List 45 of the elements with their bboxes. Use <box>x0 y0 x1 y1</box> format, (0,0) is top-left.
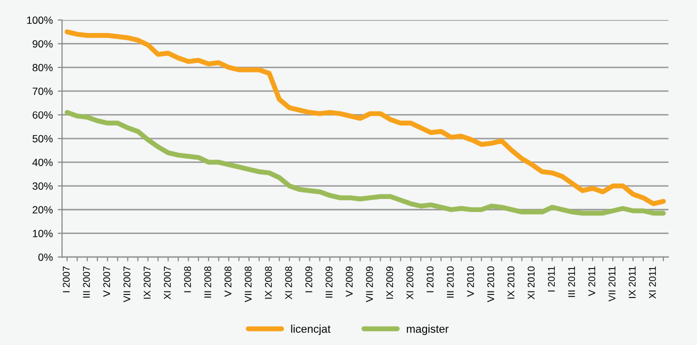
x-tick-label: VII 2010 <box>487 266 494 302</box>
x-tick-label: III 2008 <box>204 266 212 298</box>
y-tick-label: 30% <box>32 182 53 190</box>
x-tick-label: I 2007 <box>62 266 70 292</box>
x-tick-label: V 2008 <box>224 266 232 297</box>
x-tick-label: XI 2010 <box>528 266 535 300</box>
line-series <box>64 29 666 206</box>
y-tick-label: 10% <box>32 230 53 238</box>
x-tick-label: IX 2010 <box>507 266 514 299</box>
x-tick-label: VII 2008 <box>244 266 252 302</box>
x-tick-label: XI 2009 <box>406 266 414 300</box>
x-tick-label: V 2007 <box>103 266 110 297</box>
legend-label: magister <box>406 324 449 335</box>
x-tick-label: IX 2008 <box>264 266 272 299</box>
x-tick-label: XI 2008 <box>285 266 292 300</box>
x-tick-label: V 2010 <box>467 266 474 297</box>
x-tick-label: I 2009 <box>305 266 312 292</box>
y-tick-label: 90% <box>32 40 53 48</box>
x-tick-label: IX 2009 <box>386 266 394 299</box>
x-tick-label: XI 2007 <box>164 266 171 300</box>
x-tick-label: I 2008 <box>184 266 191 292</box>
x-tick-label: IX 2011 <box>628 266 636 298</box>
x-tick-label: VII 2007 <box>123 266 130 302</box>
x-tick-label: III 2010 <box>446 266 454 298</box>
y-tick-label: 100% <box>27 16 53 24</box>
x-tick-label: VII 2009 <box>366 266 373 302</box>
x-tick-label: XI 2011 <box>648 266 656 299</box>
y-tick-label: 50% <box>32 135 53 142</box>
y-tick-label: 70% <box>32 88 53 95</box>
x-tick-label: III 2007 <box>83 266 90 298</box>
y-tick-label: 20% <box>32 206 53 214</box>
x-tick-label: III 2011 <box>568 266 576 297</box>
x-tick-label: I 2011 <box>548 266 555 292</box>
x-tick-label: VII 2011 <box>608 266 616 302</box>
y-tick-label: 0% <box>38 254 53 261</box>
x-tick-label: III 2009 <box>326 266 332 298</box>
y-tick-label: 80% <box>32 64 53 72</box>
x-tick-label: V 2009 <box>346 266 353 297</box>
y-tick-label: 40% <box>32 158 53 166</box>
x-tick-label: IX 2007 <box>144 266 151 299</box>
x-tick-label: V 2011 <box>588 266 596 296</box>
x-tick-label: I 2010 <box>426 266 434 292</box>
legend-label: licencjat <box>291 324 331 335</box>
line-series <box>64 110 666 216</box>
y-tick-label: 60% <box>32 111 53 119</box>
